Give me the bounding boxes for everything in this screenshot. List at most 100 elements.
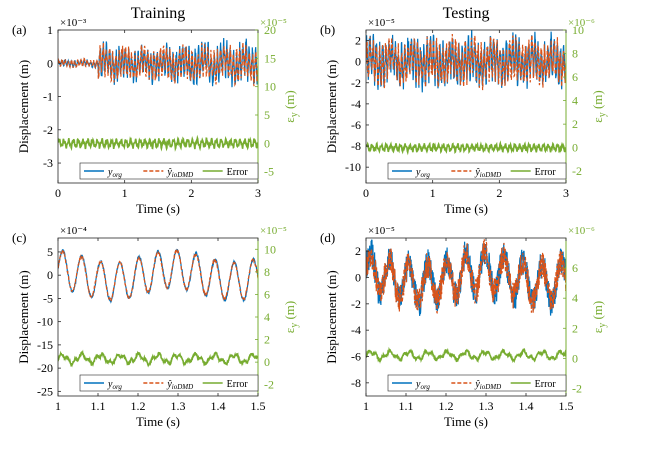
y-tick-label-right: 0 — [264, 136, 270, 150]
x-axis-label: Time (s) — [444, 201, 488, 216]
y-tick-label-right: 5 — [264, 108, 270, 122]
y-tick-label-right: 10 — [572, 23, 584, 37]
legend-label: ŷioDMD — [166, 379, 193, 391]
y-tick-label-right: -2 — [572, 164, 582, 178]
right-exponent: ×10⁻⁶ — [568, 225, 595, 237]
panel-title: Testing — [443, 5, 490, 22]
y-tick-label-right: 4 — [264, 310, 270, 324]
y-tick-label: 0 — [47, 56, 53, 70]
left-exponent: ×10⁻³ — [60, 17, 87, 29]
y-tick-label: -20 — [37, 361, 53, 375]
y-tick-label: -10 — [345, 160, 361, 174]
y-tick-label: -5 — [43, 291, 53, 305]
legend-label: ŷioDMD — [474, 379, 501, 391]
legend-label: yorg — [415, 167, 430, 179]
y-tick-label: -1 — [43, 90, 53, 104]
y-tick-label: 5 — [47, 245, 53, 259]
x-tick-label: 0 — [55, 186, 61, 200]
x-tick-label: 1 — [122, 186, 128, 200]
legend-label: Error — [535, 167, 557, 178]
left-exponent: ×10⁻⁴ — [60, 225, 87, 237]
series-line-error — [58, 349, 258, 368]
y-tick-label-right: 6 — [572, 70, 578, 84]
series-line-iodmd — [58, 247, 258, 302]
legend-label: Error — [227, 379, 249, 390]
series-line-iodmd — [366, 239, 566, 314]
legend-label: ŷioDMD — [474, 167, 501, 179]
x-tick-label: 1 — [430, 186, 436, 200]
y-tick-label: -2 — [43, 123, 53, 137]
x-tick-label: 1.4 — [211, 399, 226, 413]
x-tick-label: 1.3 — [479, 399, 494, 413]
panel-label: (b) — [320, 22, 335, 37]
x-tick-label: 1.4 — [519, 399, 534, 413]
data-lines — [366, 30, 566, 156]
y-tick-label-right: 2 — [264, 333, 270, 347]
panel-3: 1 1.1 1.2 1.3 1.4 1.5 2 0 -2 -4 -6 -8 6 4 2 0 -2 ×10⁻⁵ ×10… — [320, 225, 608, 429]
right-exponent: ×10⁻⁵ — [260, 225, 287, 237]
axes-frame — [57, 237, 259, 397]
x-tick-label: 3 — [563, 186, 569, 200]
y-tick-label: 0 — [355, 55, 361, 69]
x-tick-label: 1 — [55, 399, 61, 413]
y-tick-label-right: 6 — [572, 261, 578, 275]
right-exponent: ×10⁻⁵ — [260, 17, 287, 29]
y-tick-label-right: 4 — [572, 291, 578, 305]
y-tick-label-right: 10 — [264, 80, 276, 94]
y-tick-label: -4 — [351, 323, 361, 337]
panel-title: Training — [131, 5, 186, 22]
panel-label: (a) — [12, 22, 26, 37]
legend-label: yorg — [107, 167, 122, 179]
y-tick-label: 1 — [47, 23, 53, 37]
legend-label: Error — [535, 379, 557, 390]
y-tick-label: -6 — [351, 118, 361, 132]
panel-1: 0 1 2 3 2 0 -2 -4 -6 -8 -10 10 8 6 4 2 0 -2 ×10⁻⁵ ×10⁻⁶ (b) T… — [320, 5, 608, 216]
y-tick-label: -2 — [351, 76, 361, 90]
legend: yorg ŷioDMD Error — [387, 162, 567, 180]
y-tick-label: -8 — [351, 376, 361, 390]
series-line-yorg — [58, 37, 258, 88]
y-tick-label: 2 — [355, 244, 361, 258]
y-tick-label: -25 — [37, 384, 53, 398]
legend-box — [387, 374, 567, 392]
y-tick-label: -8 — [351, 139, 361, 153]
legend-label: yorg — [107, 379, 122, 391]
series-line-iodmd — [58, 42, 258, 88]
x-tick-label: 1 — [363, 399, 369, 413]
y-axis-label-right: εy (m) — [282, 301, 300, 334]
x-tick-label: 1.1 — [399, 399, 414, 413]
y-tick-label-right: 8 — [572, 47, 578, 61]
y-axis-label-right: εy (m) — [282, 90, 300, 123]
legend-box — [387, 162, 567, 180]
y-tick-label: 0 — [355, 271, 361, 285]
y-tick-label-right: 0 — [572, 351, 578, 365]
series-line-yorg — [366, 239, 566, 316]
legend-label: ŷioDMD — [166, 167, 193, 179]
y-tick-label-right: 8 — [264, 265, 270, 279]
y-tick-label-right: 0 — [264, 355, 270, 369]
y-axis-label: Displacement (m) — [324, 270, 339, 364]
x-axis-label: Time (s) — [136, 201, 180, 216]
y-axis-label: Displacement (m) — [16, 270, 31, 364]
y-tick-label: 0 — [47, 268, 53, 282]
panel-label: (d) — [320, 230, 335, 245]
y-tick-label-right: 10 — [264, 242, 276, 256]
series-line-yorg — [58, 248, 258, 304]
x-tick-label: 0 — [363, 186, 369, 200]
right-exponent: ×10⁻⁶ — [568, 17, 595, 29]
data-lines — [58, 247, 258, 368]
left-exponent: ×10⁻⁵ — [368, 225, 395, 237]
y-tick-label-right: -5 — [264, 165, 274, 179]
x-axis-label: Time (s) — [444, 414, 488, 429]
y-tick-label: -6 — [351, 350, 361, 364]
x-tick-label: 1.2 — [439, 399, 454, 413]
y-axis-label: Displacement (m) — [324, 60, 339, 154]
legend-label: yorg — [415, 379, 430, 391]
y-tick-label-right: -2 — [572, 381, 582, 395]
x-tick-label: 1.2 — [131, 399, 146, 413]
y-tick-label-right: 6 — [264, 287, 270, 301]
legend: yorg ŷioDMD Error — [79, 162, 259, 180]
y-tick-label-right: -2 — [264, 378, 274, 392]
x-tick-label: 1.3 — [171, 399, 186, 413]
